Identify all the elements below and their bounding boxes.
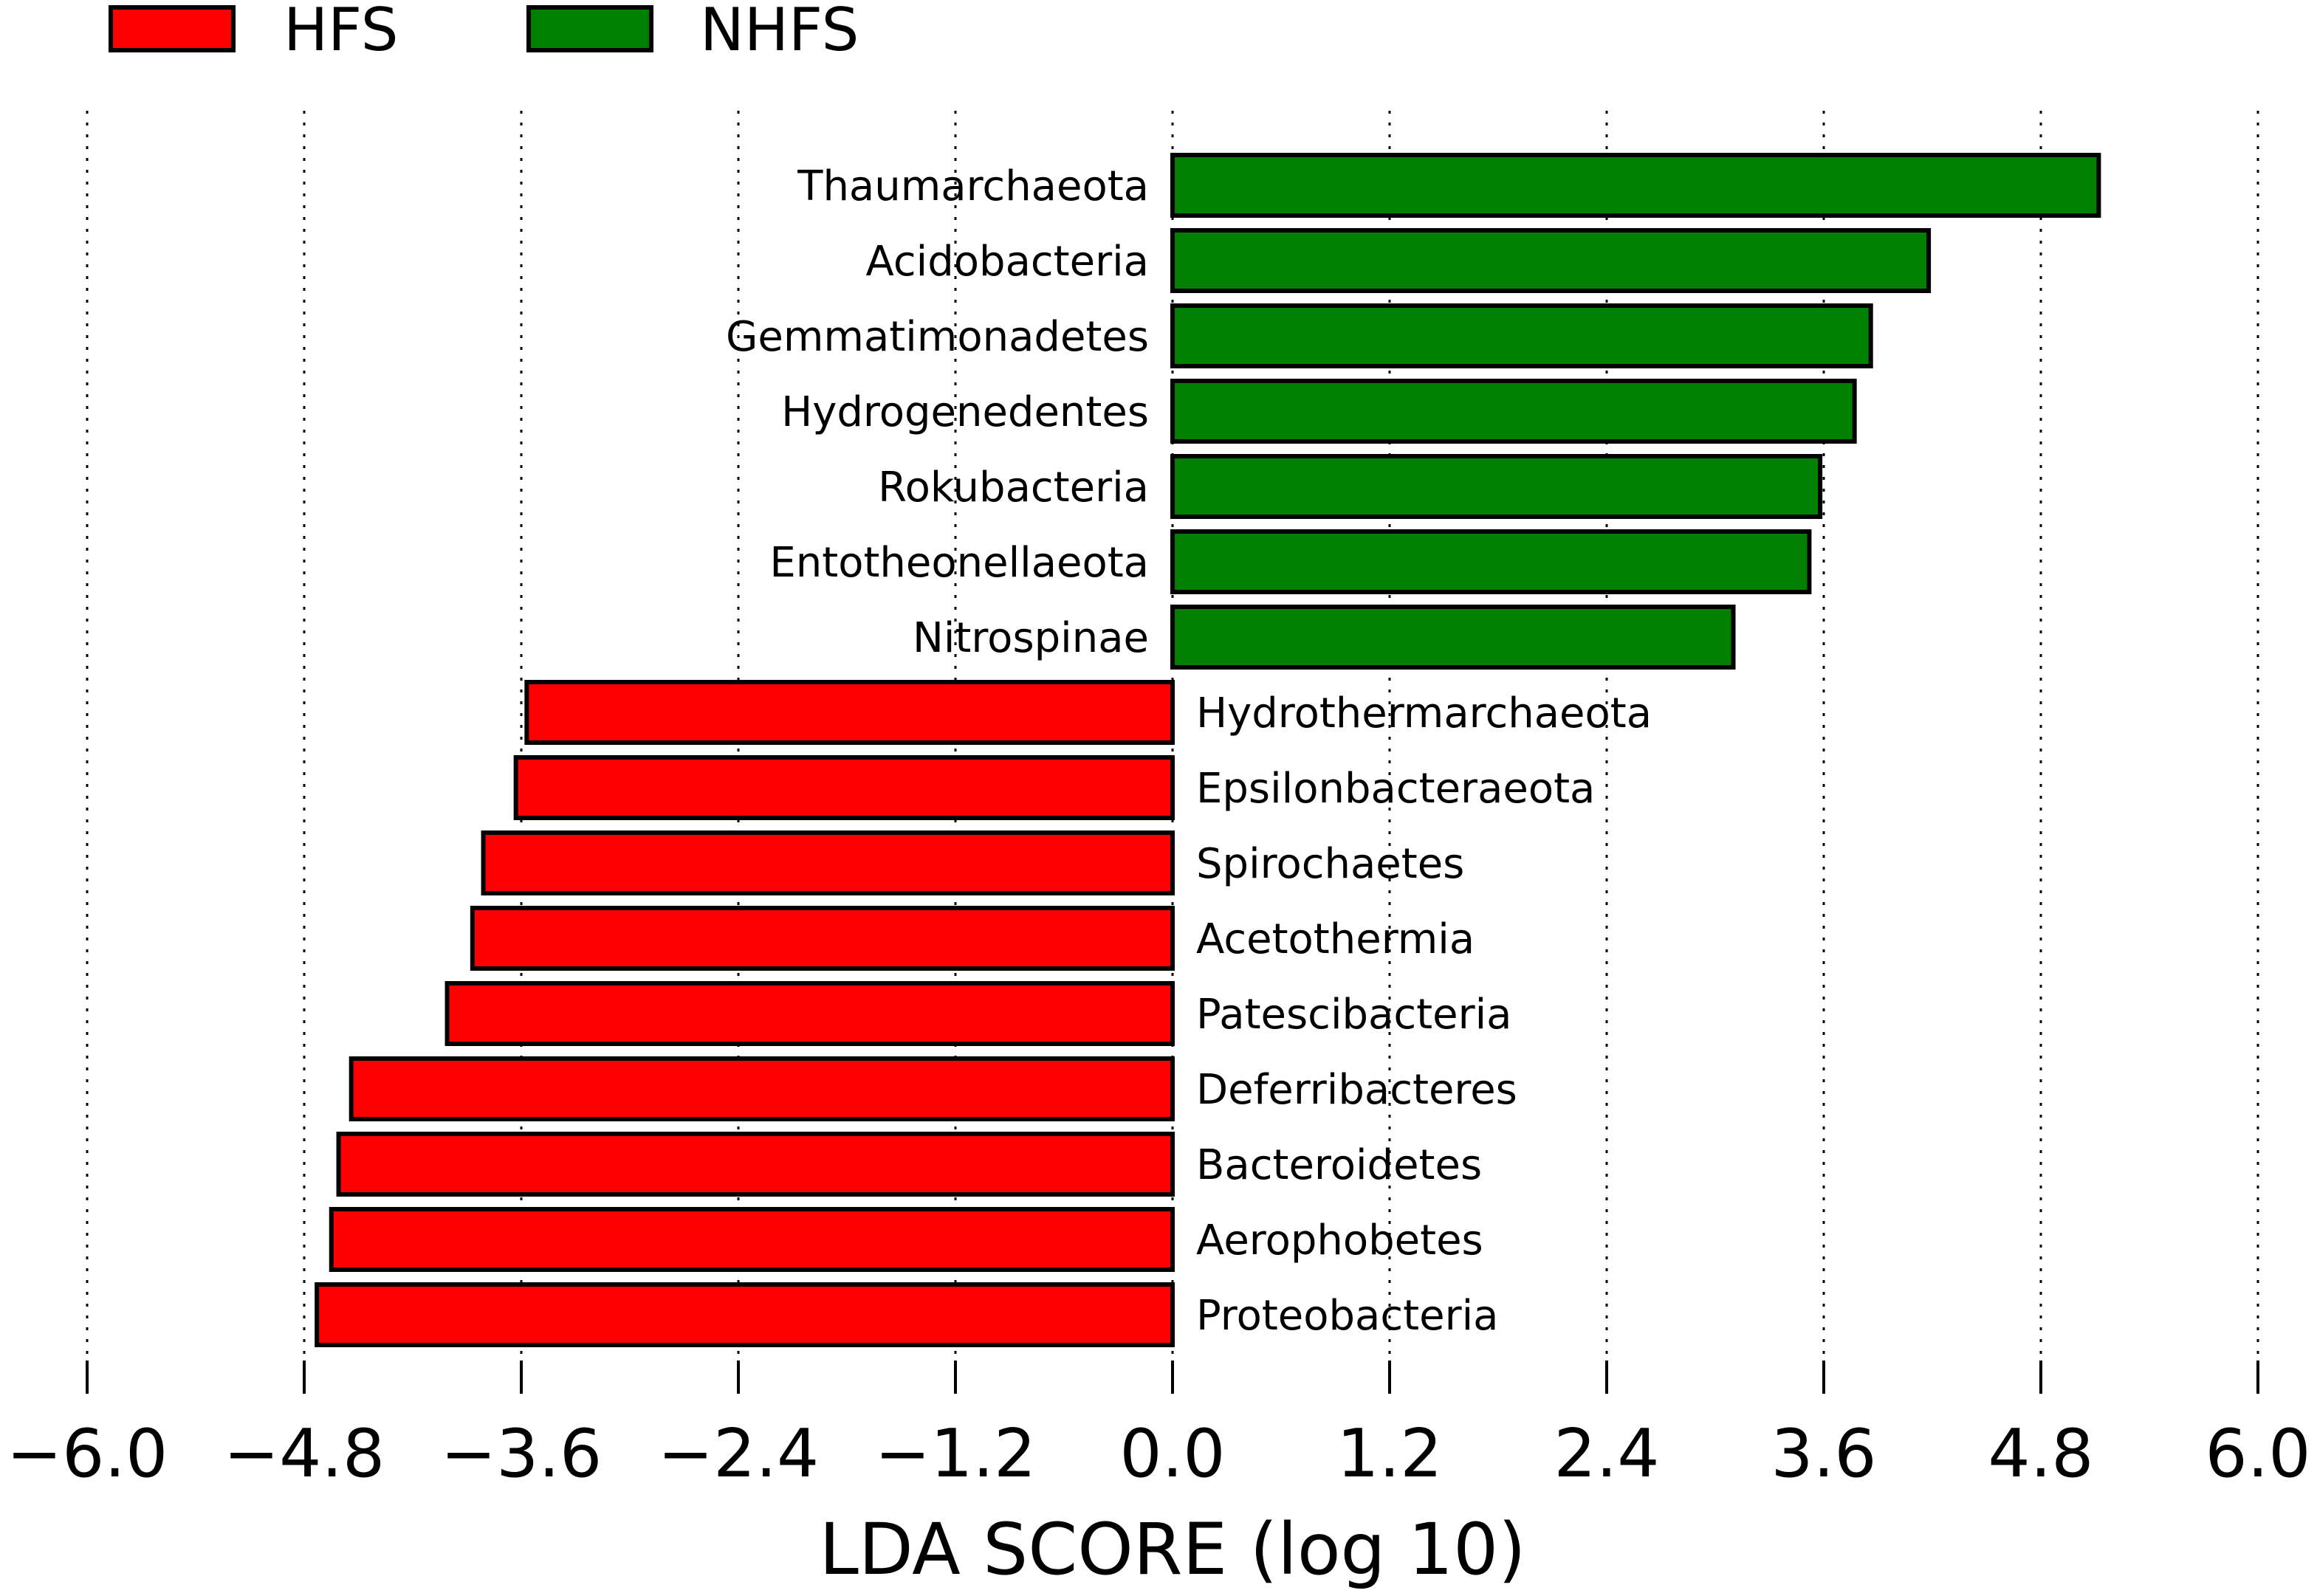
x-tick-label: −6.0 (7, 1415, 168, 1493)
x-tick-label: −2.4 (658, 1415, 820, 1493)
bar-label: Hydrothermarchaeota (1196, 689, 1652, 737)
legend-label-hfs: HFS (284, 0, 399, 64)
legend: HFS NHFS (109, 0, 859, 64)
bar-label: Aerophobetes (1196, 1217, 1483, 1265)
bar-hfs (349, 1056, 1175, 1121)
bar-hfs (329, 1207, 1175, 1272)
x-tick-label: −1.2 (875, 1415, 1037, 1493)
bar-hfs (444, 981, 1175, 1046)
bars: Thaumarchaeota Acidobacteria Gemmatimonade… (315, 153, 2101, 1347)
x-tick-label: 0.0 (1119, 1415, 1225, 1493)
x-axis-ticks: −6.0 −4.8 −3.6 −2.4 −1.2 0.0 1.2 2.4 3.6 4.8 6.0 (7, 1361, 2311, 1493)
bar-hfs (315, 1282, 1175, 1347)
bar-nhfs (1170, 454, 1823, 519)
legend-label-nhfs: NHFS (700, 0, 859, 64)
bar-hfs (513, 755, 1175, 820)
legend-swatch-hfs (109, 5, 236, 52)
bar-label: Gemmatimonadetes (726, 313, 1149, 361)
bar-nhfs (1170, 153, 2101, 218)
bar-label: Acidobacteria (866, 238, 1149, 286)
bar-label: Thaumarchaeota (797, 162, 1149, 210)
bar-nhfs (1170, 228, 1932, 293)
x-tick-label: 2.4 (1554, 1415, 1659, 1493)
bar-label: Epsilonbacteraeota (1196, 765, 1595, 813)
x-tick-label: −3.6 (441, 1415, 603, 1493)
grid-lines (86, 111, 2259, 1394)
bar-hfs (481, 830, 1175, 895)
bar-label: Spirochaetes (1196, 840, 1464, 888)
bar-label: Rokubacteria (878, 464, 1149, 512)
bar-nhfs (1170, 605, 1736, 670)
bar-label: Proteobacteria (1196, 1292, 1498, 1340)
x-tick-label: 4.8 (1988, 1415, 2093, 1493)
bar-label: Hydrogenedentes (781, 388, 1149, 436)
bar-label: Patescibacteria (1196, 991, 1511, 1039)
bar-hfs (470, 906, 1175, 971)
x-axis-label: LDA SCORE (log 10) (819, 1508, 1525, 1591)
x-tick-label: −4.8 (224, 1415, 385, 1493)
x-tick-label: 6.0 (2205, 1415, 2310, 1493)
bar-label: Bacteroidetes (1196, 1141, 1482, 1189)
bar-nhfs (1170, 379, 1857, 444)
bar-nhfs (1170, 303, 1873, 368)
bar-label: Entotheonellaeota (769, 539, 1149, 587)
x-tick-label: 3.6 (1771, 1415, 1876, 1493)
bar-hfs (524, 680, 1175, 745)
bar-label: Acetothermia (1196, 915, 1475, 963)
bar-label: Nitrospinae (913, 614, 1149, 662)
bar-label: Deferribacteres (1196, 1066, 1517, 1114)
bar-nhfs (1170, 529, 1812, 594)
bar-hfs (336, 1132, 1175, 1197)
x-tick-label: 1.2 (1336, 1415, 1442, 1493)
legend-swatch-nhfs (526, 5, 653, 52)
